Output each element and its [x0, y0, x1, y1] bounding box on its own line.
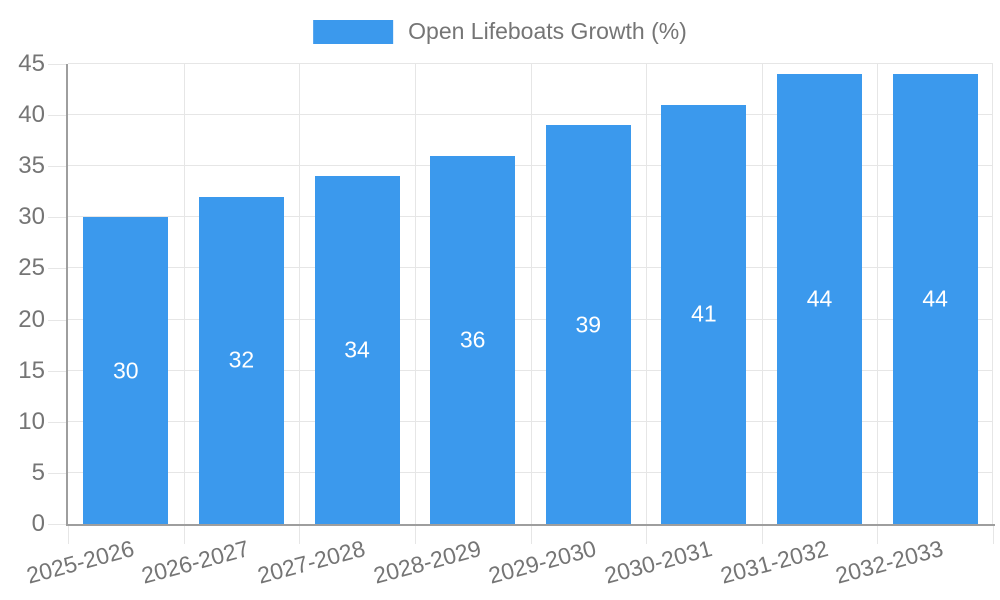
y-tick-label: 40 — [18, 101, 45, 129]
y-tick-label: 25 — [18, 254, 45, 282]
y-axis-tick — [48, 115, 66, 117]
gridline-vertical — [877, 64, 878, 524]
y-axis-line — [66, 64, 68, 526]
bar-value-label: 44 — [922, 285, 948, 312]
x-tick-label: 2029-2030 — [486, 535, 600, 589]
gridline-vertical — [415, 64, 416, 524]
gridline-vertical — [299, 64, 300, 524]
bar: 36 — [430, 156, 516, 524]
bar: 34 — [314, 176, 400, 524]
x-tick-label: 2027-2028 — [254, 535, 368, 589]
y-axis-tick — [48, 166, 66, 168]
x-tick-label: 2026-2027 — [139, 535, 253, 589]
gridline-horizontal — [68, 267, 993, 269]
gridline-vertical — [184, 64, 185, 524]
gridline-horizontal — [68, 318, 993, 320]
bar-value-label: 44 — [806, 285, 833, 312]
plot-area: 30 32 34 36 39 41 44 44 — [68, 63, 993, 524]
x-axis-tick — [68, 526, 69, 544]
x-tick-label: 2030-2031 — [601, 535, 715, 589]
y-axis-tick — [48, 319, 66, 321]
bar: 44 — [892, 74, 978, 524]
y-axis-tick — [48, 64, 66, 65]
bar-value-label: 39 — [575, 311, 602, 338]
x-tick-label: 2025-2026 — [23, 535, 137, 589]
y-tick-label: 45 — [18, 50, 45, 77]
y-tick-label: 5 — [31, 458, 45, 486]
gridline-horizontal — [68, 63, 993, 65]
x-axis-tick — [993, 526, 994, 544]
bar: 32 — [198, 196, 284, 524]
x-axis-tick — [762, 526, 763, 544]
bar-value-label: 30 — [113, 357, 139, 384]
y-axis-tick — [48, 472, 66, 474]
x-tick-label: 2028-2029 — [370, 535, 484, 589]
x-axis-tick — [877, 526, 878, 544]
y-tick-label: 0 — [31, 510, 45, 537]
bar: 39 — [545, 125, 631, 524]
y-tick-label: 35 — [18, 152, 45, 180]
bar-value-label: 32 — [228, 346, 255, 373]
y-axis-tick — [48, 370, 66, 372]
gridline-vertical — [646, 64, 647, 524]
gridline-horizontal — [68, 114, 993, 116]
gridline-horizontal — [68, 216, 993, 218]
gridline-vertical — [762, 64, 763, 524]
bar-value-label: 41 — [691, 300, 717, 327]
y-axis-tick — [48, 217, 66, 219]
y-axis-tick — [48, 421, 66, 423]
x-axis-tick — [531, 526, 532, 544]
x-tick-label: 2032-2033 — [832, 535, 946, 589]
x-tick-label: 2031-2032 — [717, 535, 831, 589]
y-tick-label: 10 — [18, 407, 45, 435]
legend: Open Lifeboats Growth (%) — [313, 18, 687, 45]
gridline-horizontal — [68, 420, 993, 422]
gridline-vertical — [531, 64, 532, 524]
x-axis-line — [66, 524, 995, 526]
gridline-vertical — [992, 64, 993, 524]
gridline-horizontal — [68, 471, 993, 473]
x-axis-tick — [415, 526, 416, 544]
bar: 30 — [83, 217, 169, 524]
legend-swatch-icon — [313, 19, 394, 44]
x-axis-tick — [646, 526, 647, 544]
y-tick-label: 20 — [18, 305, 45, 333]
bar: 44 — [777, 74, 863, 524]
gridline-horizontal — [68, 165, 993, 167]
legend-label: Open Lifeboats Growth (%) — [408, 18, 687, 44]
bar-value-label: 34 — [344, 336, 370, 363]
bar-value-label: 36 — [459, 326, 486, 353]
y-tick-label: 30 — [18, 203, 45, 231]
y-axis-tick — [48, 268, 66, 270]
x-axis-tick — [184, 526, 185, 544]
y-axis-tick — [48, 524, 66, 525]
y-tick-label: 15 — [18, 356, 45, 384]
x-axis-tick — [299, 526, 300, 544]
bar: 41 — [661, 104, 747, 524]
gridline-horizontal — [68, 369, 993, 371]
